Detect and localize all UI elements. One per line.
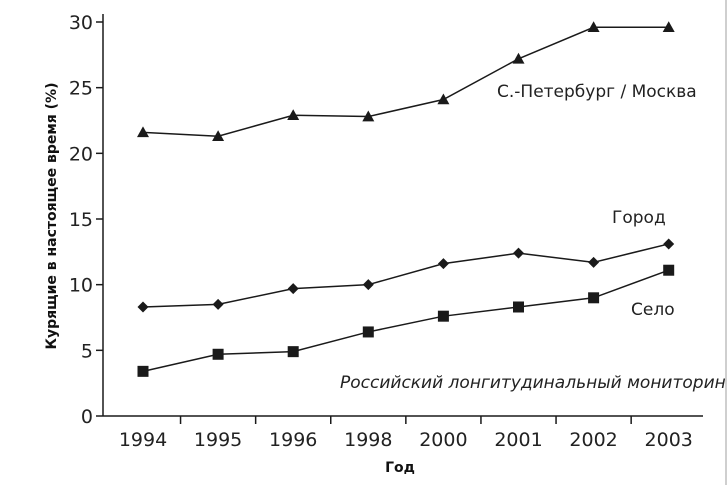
x-tick-label-2002: 2002 <box>569 429 617 451</box>
data-point-2-1995 <box>212 348 224 360</box>
data-point-0-1996 <box>287 109 300 121</box>
data-point-1-2002 <box>588 256 600 268</box>
source-annotation: Российский лонгитудинальный мониторинг <box>340 373 725 393</box>
data-point-2-1996 <box>287 346 299 358</box>
series-label-village: Село <box>631 300 675 320</box>
data-point-2-2000 <box>437 310 449 322</box>
series-line-2 <box>142 269 669 373</box>
data-point-1-2001 <box>513 247 524 259</box>
data-point-1-1998 <box>362 279 374 291</box>
data-point-1-1994 <box>137 301 149 313</box>
y-axis-title: Курящие в настоящее время (%) <box>44 83 60 350</box>
series-line-1 <box>142 243 669 308</box>
y-tick-label-15: 15 <box>69 209 93 231</box>
x-tick-label-1994: 1994 <box>119 429 167 451</box>
y-tick-label-10: 10 <box>69 275 93 297</box>
x-tick-label-1995: 1995 <box>194 429 242 451</box>
y-tick-label-30: 30 <box>69 12 93 34</box>
data-point-0-1998 <box>362 110 375 122</box>
data-point-2-2003 <box>663 264 675 276</box>
data-point-0-1994 <box>137 126 149 138</box>
y-tick-label-20: 20 <box>69 143 93 165</box>
data-point-0-2003 <box>662 21 675 33</box>
x-tick-label-1998: 1998 <box>344 429 392 451</box>
data-point-0-2000 <box>437 93 450 105</box>
data-point-0-1995 <box>212 130 225 142</box>
x-tick-label-2001: 2001 <box>494 429 542 451</box>
series-2 <box>137 264 675 377</box>
data-point-2-1994 <box>137 365 149 377</box>
x-tick-label-1996: 1996 <box>269 429 317 451</box>
x-axis-title: Год <box>385 460 415 476</box>
x-tick-label-2003: 2003 <box>645 429 693 451</box>
axes: 0 5 10 15 20 25 30 1994 1995 1996 1998 2000 2001 2002… <box>69 12 703 451</box>
series-label-spb-moscow: С.-Петербург / Москва <box>497 82 697 102</box>
data-point-2-1998 <box>362 326 374 338</box>
series-label-city: Город <box>612 208 666 228</box>
y-tick-label-5: 5 <box>81 340 93 362</box>
data-point-2-2002 <box>588 292 600 304</box>
x-tick-label-2000: 2000 <box>419 429 467 451</box>
data-point-0-2002 <box>587 21 600 33</box>
series-0 <box>137 21 675 142</box>
data-point-1-2000 <box>437 258 449 270</box>
y-tick-label-0: 0 <box>81 406 93 428</box>
series-layer <box>137 21 675 377</box>
data-point-0-2001 <box>512 52 525 64</box>
series-line-0 <box>142 26 669 138</box>
data-point-1-2003 <box>663 238 675 250</box>
data-point-1-1996 <box>287 283 299 295</box>
y-tick-label-25: 25 <box>69 78 93 100</box>
data-point-1-1995 <box>212 298 224 310</box>
series-1 <box>137 238 675 313</box>
data-point-2-2001 <box>513 301 524 313</box>
